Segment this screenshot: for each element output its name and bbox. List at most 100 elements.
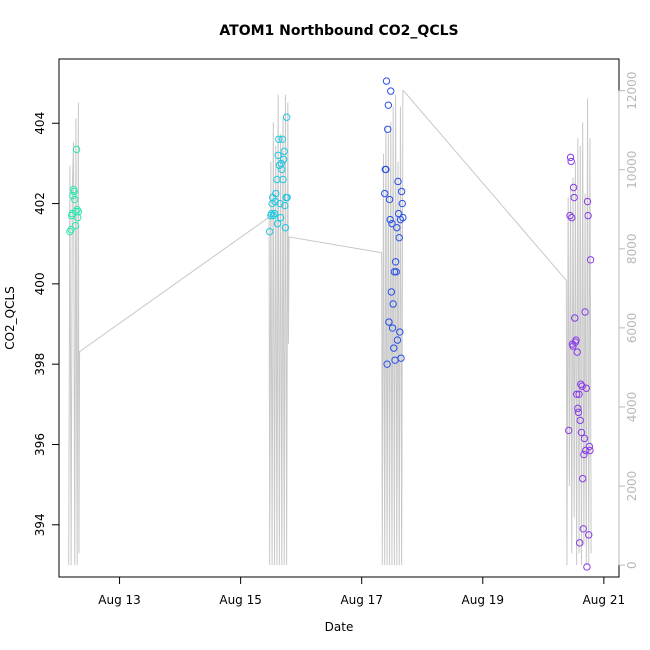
data-point (382, 165, 390, 174)
data-point (572, 336, 580, 344)
data-point (580, 450, 588, 459)
data-point (398, 199, 406, 208)
y-tick-label: 400 (33, 272, 47, 295)
secondary-series-line (68, 90, 592, 566)
data-point (396, 328, 404, 336)
data-point (69, 191, 77, 200)
data-point (565, 426, 573, 435)
data-point (393, 336, 402, 344)
data-point (281, 201, 289, 210)
data-point (272, 189, 280, 198)
y2-tick-label: 6000 (625, 313, 639, 344)
data-point (278, 135, 287, 144)
data-point (279, 175, 287, 184)
x-tick-label: Aug 21 (583, 593, 626, 607)
data-point (391, 258, 400, 266)
data-point (66, 227, 74, 236)
data-point (574, 408, 583, 417)
y2-tick-label: 2000 (625, 471, 639, 502)
data-point (280, 147, 288, 156)
data-point (274, 151, 282, 160)
data-point (281, 223, 290, 232)
data-point (581, 308, 589, 316)
data-point (585, 442, 594, 451)
data-point (276, 199, 284, 208)
y-tick-label: 396 (33, 433, 47, 456)
x-axis: Aug 13 Aug 15 Aug 17 Aug 19 Aug 21 (98, 576, 626, 607)
data-point (384, 101, 393, 109)
data-point (269, 211, 278, 220)
data-point (399, 213, 407, 222)
data-point (381, 189, 389, 198)
data-point (279, 155, 288, 164)
y-tick-label: 404 (33, 112, 47, 135)
data-point (586, 256, 595, 264)
y-axis-label: CO2_QCLS (3, 286, 17, 350)
data-point (575, 390, 583, 398)
data-point (271, 197, 279, 206)
data-point (584, 211, 592, 220)
y-tick-label: 402 (33, 192, 47, 215)
chart-title: ATOM1 Northbound CO2_QCLS (219, 23, 458, 39)
y-axis-right: 0 2000 4000 6000 8000 10000 12000 (618, 72, 639, 569)
data-point (67, 225, 75, 234)
data-point (578, 474, 587, 483)
data-point (275, 135, 283, 144)
y2-tick-label: 10000 (625, 151, 639, 189)
data-point (388, 219, 396, 228)
y-tick-label: 398 (33, 353, 47, 376)
y2-tick-label: 12000 (625, 72, 639, 110)
data-point (388, 324, 397, 332)
data-point (572, 390, 581, 398)
data-point (569, 342, 577, 350)
secondary-line-layer (68, 90, 592, 566)
data-point (389, 300, 397, 308)
data-point (583, 197, 592, 206)
data-point (390, 344, 398, 352)
x-tick-label: Aug 19 (462, 593, 505, 607)
data-point (579, 525, 587, 533)
data-point (283, 193, 291, 202)
data-point (575, 539, 584, 547)
data-point (396, 215, 405, 224)
data-point (568, 213, 576, 222)
data-point (273, 219, 282, 228)
data-point (586, 446, 594, 455)
data-point (395, 233, 403, 242)
x-tick-label: Aug 15 (219, 593, 262, 607)
data-point (571, 314, 579, 322)
data-point (566, 153, 575, 162)
x-tick-label: Aug 17 (340, 593, 383, 607)
y-axis-left: 394 396 398 400 402 404 (33, 112, 60, 536)
data-point (270, 209, 279, 218)
data-point (393, 223, 401, 232)
data-point (585, 531, 593, 539)
data-point (580, 434, 589, 443)
data-point (566, 211, 574, 220)
x-axis-label: Date (325, 620, 354, 634)
data-point (383, 360, 391, 368)
data-point (387, 288, 396, 296)
data-point (574, 404, 582, 413)
data-point (273, 175, 281, 184)
data-point (74, 207, 83, 216)
data-point (71, 221, 80, 230)
data-point (385, 195, 394, 204)
data-point (384, 125, 392, 133)
data-point (577, 380, 585, 388)
y2-tick-label: 8000 (625, 234, 639, 265)
data-point (385, 318, 393, 326)
x-tick-label: Aug 13 (98, 593, 141, 607)
data-point (397, 187, 406, 196)
data-point (265, 227, 274, 236)
data-point (573, 348, 581, 356)
data-point (582, 384, 591, 392)
data-point (386, 215, 394, 224)
data-point (577, 428, 586, 437)
data-point (73, 205, 81, 214)
data-point (71, 195, 79, 204)
data-point (576, 416, 584, 425)
data-point (397, 354, 405, 362)
